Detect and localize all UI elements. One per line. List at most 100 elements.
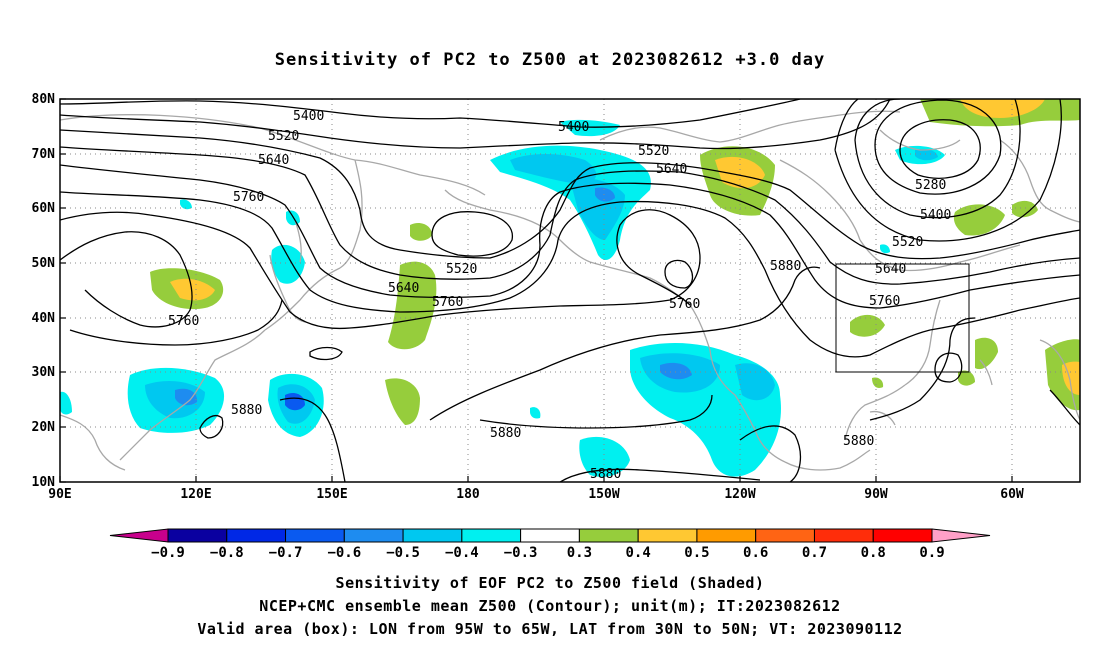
caption-valid-area: Valid area (box): LON from 95W to 65W, L… [197,620,903,638]
colorbar-label: −0.7 [269,545,303,561]
z500-contours [60,99,1080,482]
lon-label: 180 [456,487,480,502]
positive-area [1012,200,1038,218]
colorbar-segment [872,528,933,543]
colorbar-label: 0.3 [567,545,592,561]
colorbar-label: −0.3 [504,545,538,561]
contour-label: 5880 [770,259,801,274]
lat-label: 20N [32,420,56,435]
axis-ticks [59,98,1013,483]
colorbar-segment [461,528,522,543]
negative-area [510,154,597,185]
caption-contour: NCEP+CMC ensemble mean Z500 (Contour); u… [259,597,841,615]
positive-area [385,378,420,425]
contour-label: 5760 [869,294,900,309]
lat-label: 30N [32,365,56,380]
lat-label: 50N [32,256,56,271]
negative-area [490,145,651,260]
contour-label: 5280 [915,178,946,193]
negative-core [915,148,938,161]
colorbar-label: 0.4 [626,545,651,561]
colorbar-over-triangle [931,528,991,543]
colorbar-label: 0.8 [861,545,886,561]
contour-label: 5640 [656,162,687,177]
colorbar-segment [402,528,463,543]
colorbar-label: −0.6 [327,545,361,561]
contour-label: 5400 [558,120,589,135]
lat-label: 60N [32,201,56,216]
positive-area [958,370,975,386]
contour-label: 5880 [490,426,521,441]
sensitivity-shading [60,99,1080,477]
colorbar-segment [578,528,639,543]
contour-label: 5640 [388,281,419,296]
colorbar-label: 0.6 [743,545,768,561]
lon-label: 150W [588,487,619,502]
positive-area [410,223,432,241]
lat-label: 10N [32,475,56,490]
positive-core [960,99,1045,118]
negative-area [579,436,630,477]
contour-label: 5880 [231,403,262,418]
colorbar-label: 0.5 [684,545,709,561]
colorbar-segment [755,528,815,543]
positive-area [872,377,884,388]
negative-core [285,393,305,411]
contour-label: 5880 [843,434,874,449]
colorbar-label: −0.5 [386,545,420,561]
lon-label: 90W [864,487,888,502]
lat-label: 80N [32,92,56,107]
contour-label: 5760 [233,190,264,205]
caption-shading: Sensitivity of EOF PC2 to Z500 field (Sh… [335,574,765,592]
negative-area [560,119,620,137]
contour-label: 5640 [875,262,906,277]
lon-label: 60W [1000,487,1024,502]
negative-core [175,388,198,406]
colorbar-segment [520,528,580,543]
negative-area [271,244,305,284]
negative-area [180,199,192,210]
contour-label: 5640 [258,153,289,168]
positive-area [975,337,998,370]
contour-label: 5400 [920,208,951,223]
contour-labels: 5400 5520 5640 5760 5400 5520 5640 5520 … [168,109,951,482]
map-title: Sensitivity of PC2 to Z500 at 2023082612… [274,50,826,70]
contour-label: 5400 [293,109,324,124]
contour-label: 5760 [669,297,700,312]
colorbar-segment [637,528,698,543]
negative-area [880,244,890,254]
contour-label: 5520 [638,144,669,159]
colorbar-under-triangle [109,528,169,543]
negative-area [60,391,72,415]
contour-label: 5880 [590,467,621,482]
map-frame [59,98,1081,483]
colorbar-label: 0.7 [802,545,827,561]
colorbar-label: −0.4 [445,545,479,561]
colorbar-segment [343,528,404,543]
latitude-labels: 10N 20N 30N 40N 50N 60N 70N 80N [32,92,56,490]
colorbar-segment [226,528,287,543]
positive-core [715,156,765,189]
negative-core [660,362,692,380]
coastlines [60,110,1080,471]
contour-label: 5520 [892,235,923,250]
colorbar-label: 0.9 [919,545,944,561]
lon-label: 150E [316,487,347,502]
valid-area-box [835,263,970,373]
colorbar-segment [696,528,757,543]
negative-core [595,187,615,202]
contour-label: 5760 [168,314,199,329]
contour-label: 5760 [432,295,463,310]
positive-area [953,204,1005,236]
colorbar-label: −0.9 [151,545,185,561]
colorbar-label: −0.8 [210,545,244,561]
longitude-labels: 90E 120E 150E 180 150W 120W 90W 60W [48,487,1024,502]
colorbar-segment [167,528,228,543]
colorbar-segment [285,528,345,543]
lon-label: 120E [180,487,211,502]
contour-label: 5520 [268,129,299,144]
lon-label: 90E [48,487,71,502]
colorbar-segment [813,528,874,543]
positive-area [388,261,437,350]
